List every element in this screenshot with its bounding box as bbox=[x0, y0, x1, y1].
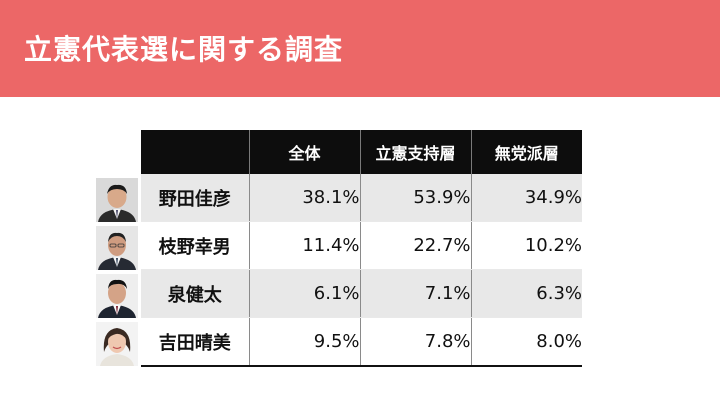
value-all: 11.4% bbox=[249, 221, 361, 270]
value-cdp-supporters: 7.1% bbox=[360, 269, 472, 318]
table-row: 枝野幸男 11.4% 22.7% 10.2% bbox=[141, 221, 582, 270]
page-title: 立憲代表選に関する調査 bbox=[24, 33, 344, 66]
table-row: 泉健太 6.1% 7.1% 6.3% bbox=[141, 269, 582, 318]
avatar-noda bbox=[96, 178, 138, 222]
value-cdp-supporters: 22.7% bbox=[360, 221, 472, 270]
value-all: 38.1% bbox=[249, 174, 361, 222]
candidate-name: 野田佳彦 bbox=[141, 174, 250, 222]
value-cdp-supporters: 7.8% bbox=[360, 317, 472, 367]
value-cdp-supporters: 53.9% bbox=[360, 174, 472, 222]
value-independents: 10.2% bbox=[471, 221, 582, 270]
header-all: 全体 bbox=[249, 130, 361, 174]
value-all: 6.1% bbox=[249, 269, 361, 318]
header-banner: 立憲代表選に関する調査 bbox=[0, 0, 720, 97]
avatar-izumi bbox=[96, 274, 138, 318]
candidate-name: 泉健太 bbox=[141, 269, 250, 318]
candidate-name: 枝野幸男 bbox=[141, 221, 250, 270]
table-row: 野田佳彦 38.1% 53.9% 34.9% bbox=[141, 174, 582, 222]
value-all: 9.5% bbox=[249, 317, 361, 367]
value-independents: 6.3% bbox=[471, 269, 582, 318]
poll-table: 全体 立憲支持層 無党派層 野田佳彦 38.1% 53.9% 34.9% 枝野幸… bbox=[141, 130, 582, 367]
value-independents: 34.9% bbox=[471, 174, 582, 222]
table-header-row: 全体 立憲支持層 無党派層 bbox=[141, 130, 582, 174]
table-row: 吉田晴美 9.5% 7.8% 8.0% bbox=[141, 317, 582, 367]
header-blank bbox=[141, 130, 250, 174]
avatar-edano bbox=[96, 226, 138, 270]
candidate-name: 吉田晴美 bbox=[141, 317, 250, 367]
header-cdp-supporters: 立憲支持層 bbox=[360, 130, 472, 174]
avatar-yoshida bbox=[96, 322, 138, 366]
value-independents: 8.0% bbox=[471, 317, 582, 367]
header-independents: 無党派層 bbox=[471, 130, 582, 174]
